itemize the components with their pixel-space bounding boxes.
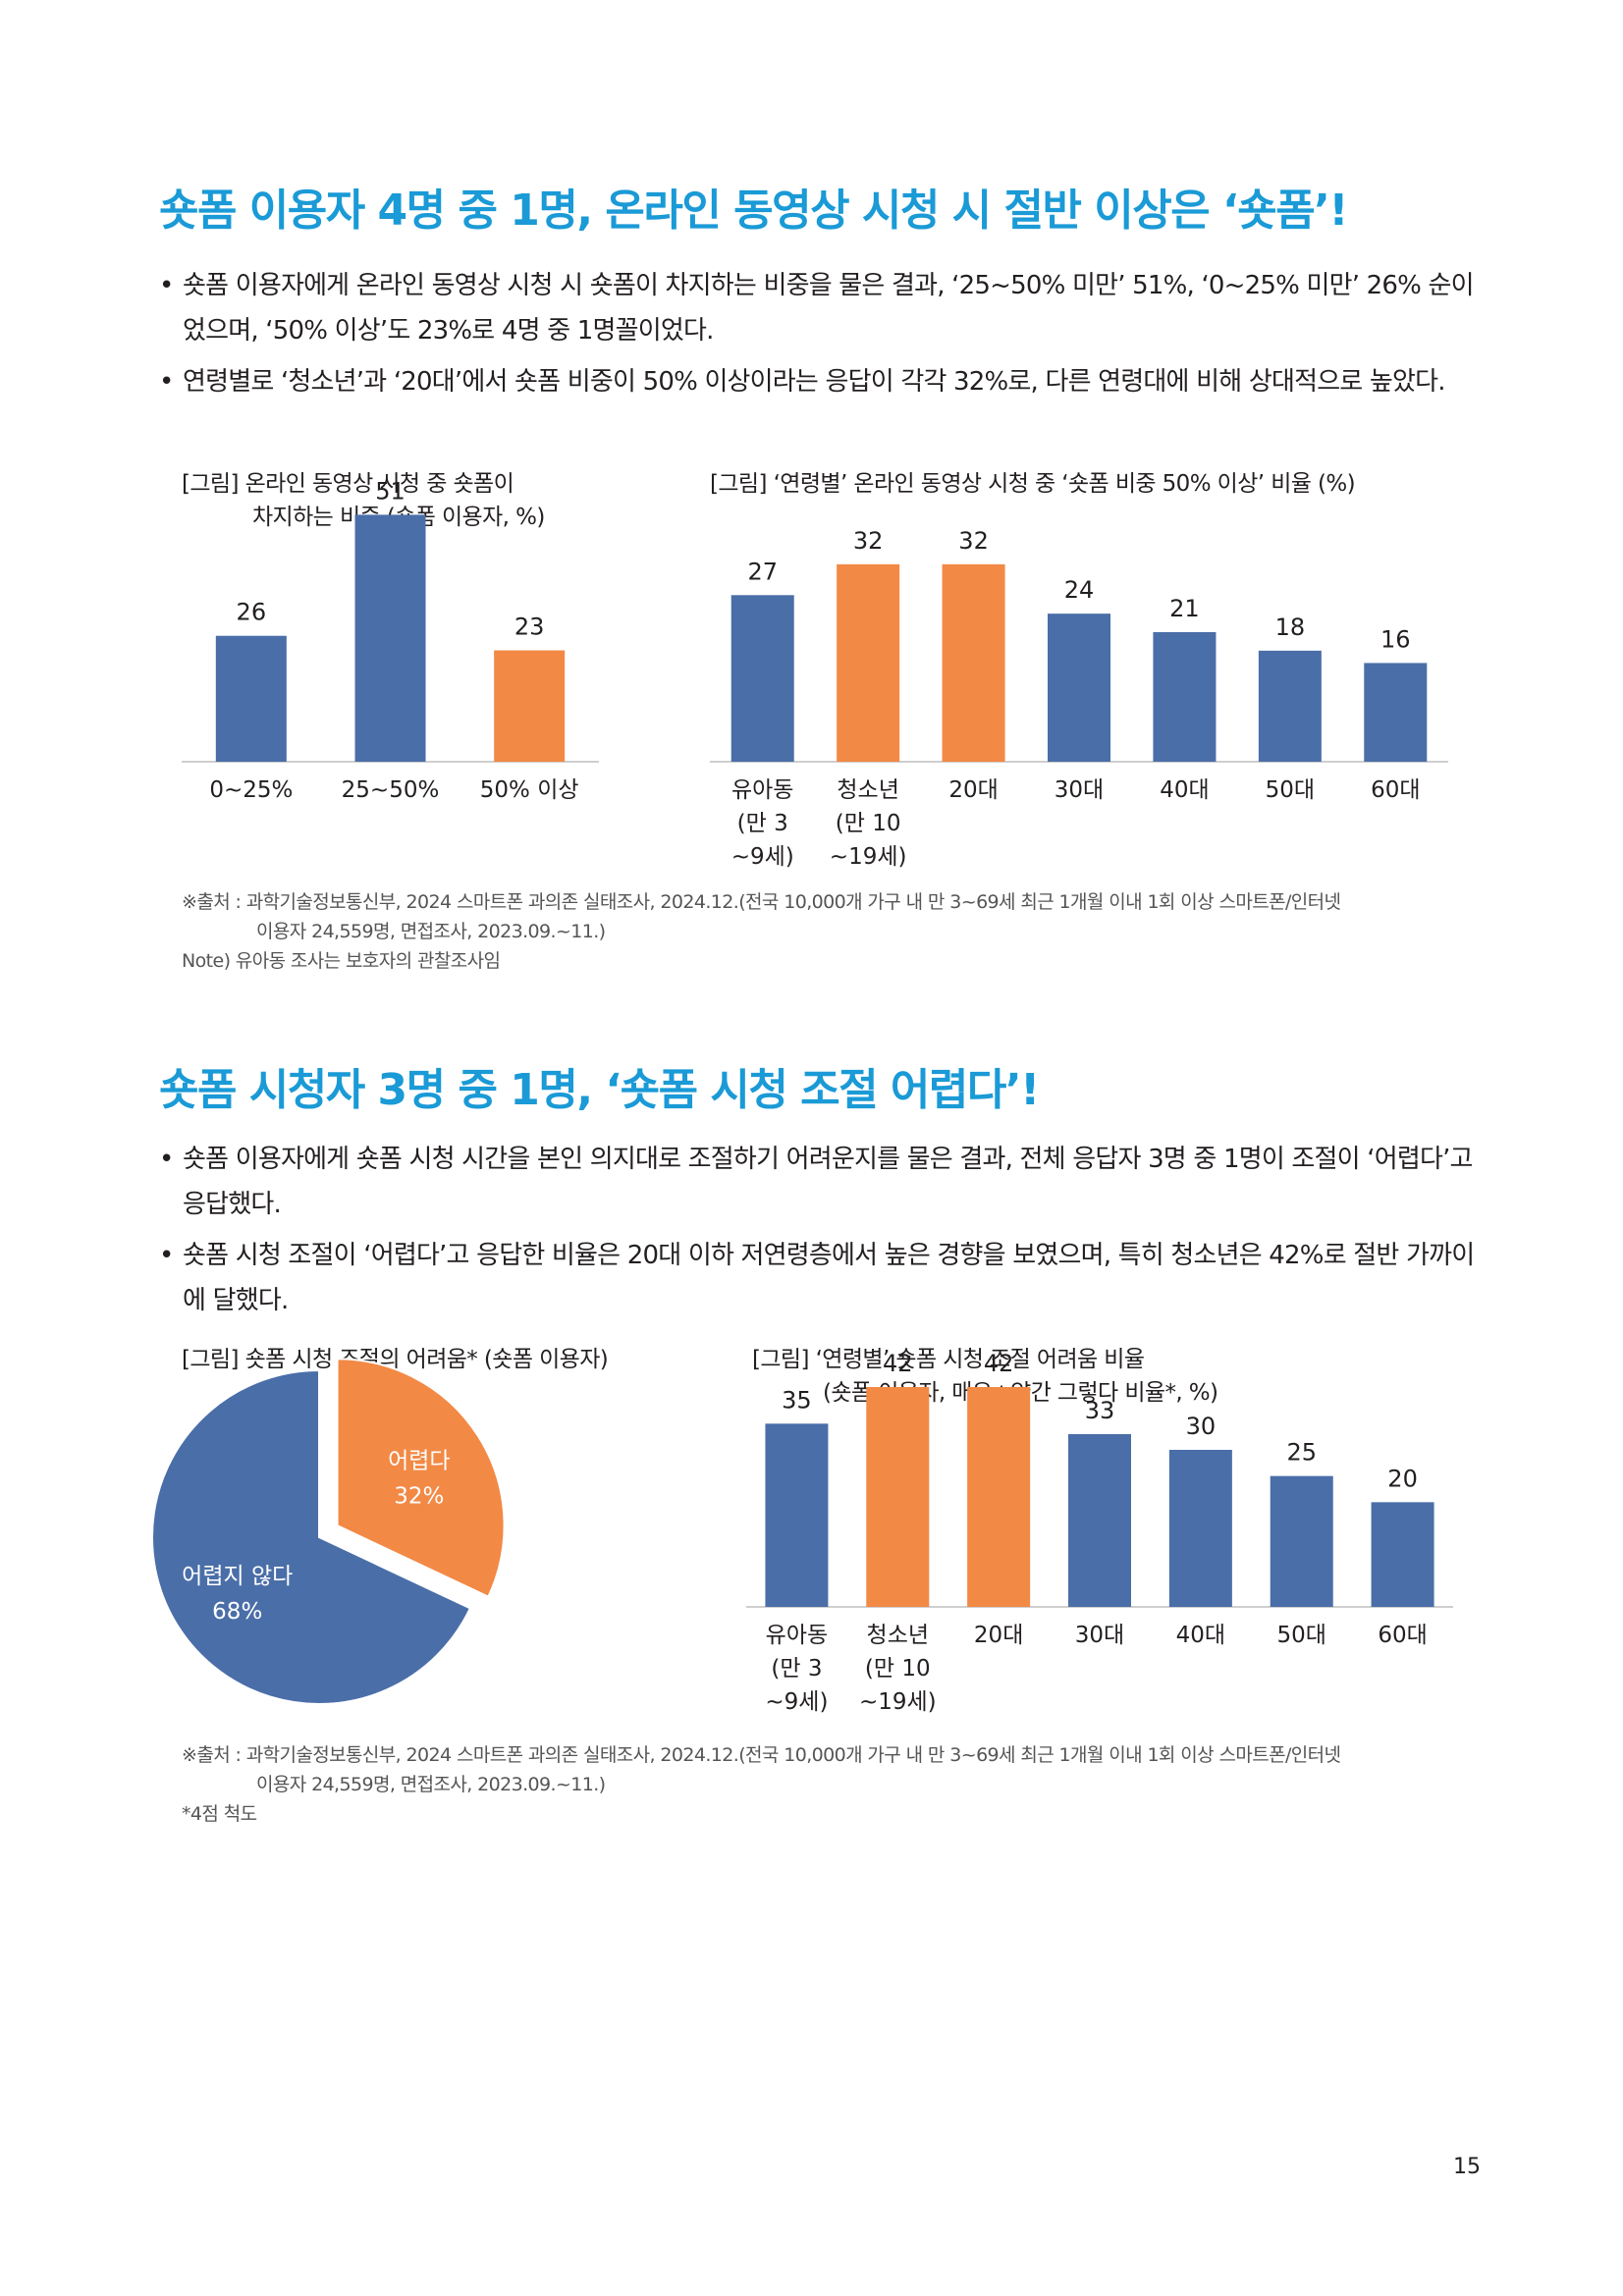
category-label: 청소년 bbox=[867, 1623, 929, 1648]
data-label: 32 bbox=[853, 527, 884, 555]
data-label: 23 bbox=[514, 614, 545, 641]
data-label: 32 bbox=[958, 527, 989, 555]
bar bbox=[837, 563, 900, 762]
category-label: 30대 bbox=[1055, 777, 1104, 803]
section2-source-line2: 이용자 24,559명, 면접조사, 2023.09.~11.) bbox=[256, 1774, 606, 1795]
section1-heading: 숏폼 이용자 4명 중 1명, 온라인 동영상 시청 시 절반 이상은 ‘숏폼’… bbox=[159, 186, 1348, 236]
section2-source-line1: ※출처 : 과학기술정보통신부, 2024 스마트폰 과의존 실태조사, 202… bbox=[182, 1744, 1341, 1766]
category-label: (만 10 bbox=[865, 1656, 931, 1682]
category-label: 20대 bbox=[948, 777, 998, 803]
section2-bullet-1: 숏폼 이용자에게 숏폼 시청 시간을 본인 의지대로 조절하기 어려운지를 물은… bbox=[159, 1137, 1485, 1227]
category-label: (만 3 bbox=[771, 1656, 822, 1682]
data-label: 33 bbox=[1085, 1397, 1115, 1424]
bar bbox=[942, 563, 1005, 762]
bar bbox=[215, 635, 287, 762]
category-label: 청소년 bbox=[837, 777, 898, 803]
category-label: (만 10 bbox=[836, 811, 901, 836]
bar bbox=[1371, 1502, 1434, 1607]
section1-source: ※출처 : 과학기술정보통신부, 2024 스마트폰 과의존 실태조사, 202… bbox=[182, 887, 1341, 976]
category-label: 유아동 bbox=[766, 1623, 828, 1648]
bar bbox=[1153, 632, 1217, 762]
data-label: 35 bbox=[782, 1386, 812, 1414]
category-label: ~19세) bbox=[859, 1689, 937, 1715]
data-label: 27 bbox=[747, 558, 778, 585]
chart1-caption-line1: [그림] 온라인 동영상 시청 중 숏폼이 bbox=[182, 471, 514, 497]
bar bbox=[1048, 614, 1110, 762]
section2-note: *4점 척도 bbox=[182, 1803, 257, 1825]
pie-slice-label: 어렵지 않다 bbox=[182, 1564, 293, 1589]
data-label: 21 bbox=[1169, 595, 1200, 622]
pie-slice bbox=[336, 1358, 506, 1598]
section1-bullets: 숏폼 이용자에게 온라인 동영상 시청 시 숏폼이 차지하는 비중을 물은 결과… bbox=[159, 263, 1485, 410]
bar bbox=[494, 650, 566, 762]
category-label: 50대 bbox=[1266, 777, 1315, 803]
pie-slice-label: 어렵다 bbox=[388, 1448, 450, 1473]
category-label: ~19세) bbox=[830, 844, 907, 870]
category-label: 0~25% bbox=[209, 777, 293, 803]
data-label: 16 bbox=[1380, 625, 1411, 653]
data-label: 42 bbox=[984, 1350, 1014, 1377]
bar bbox=[967, 1387, 1031, 1607]
bar bbox=[354, 514, 426, 762]
category-label: (만 3 bbox=[737, 811, 788, 836]
bar bbox=[1258, 650, 1322, 762]
category-label: 60대 bbox=[1378, 1623, 1427, 1648]
section1-source-line2: 이용자 24,559명, 면접조사, 2023.09.~11.) bbox=[256, 921, 606, 942]
category-label: 50대 bbox=[1276, 1623, 1325, 1648]
section1-bullet-1: 숏폼 이용자에게 온라인 동영상 시청 시 숏폼이 차지하는 비중을 물은 결과… bbox=[159, 263, 1485, 353]
data-label: 24 bbox=[1064, 576, 1095, 604]
data-label: 18 bbox=[1275, 614, 1306, 641]
category-label: 40대 bbox=[1160, 777, 1209, 803]
category-label: 20대 bbox=[974, 1623, 1023, 1648]
section2-source: ※출처 : 과학기술정보통신부, 2024 스마트폰 과의존 실태조사, 202… bbox=[182, 1740, 1341, 1829]
pie-slice bbox=[151, 1368, 472, 1705]
category-label: 40대 bbox=[1176, 1623, 1225, 1648]
bar bbox=[866, 1387, 930, 1607]
data-label: 51 bbox=[375, 477, 406, 505]
bar bbox=[1068, 1434, 1131, 1607]
bar bbox=[1364, 663, 1428, 762]
pie-slice-value: 32% bbox=[394, 1483, 444, 1509]
data-label: 42 bbox=[883, 1350, 913, 1377]
section2-bullets: 숏폼 이용자에게 숏폼 시청 시간을 본인 의지대로 조절하기 어려운지를 물은… bbox=[159, 1137, 1485, 1329]
page-number: 15 bbox=[1453, 2155, 1481, 2179]
section2-bullet-2: 숏폼 시청 조절이 ‘어렵다’고 응답한 비율은 20대 이하 저연령층에서 높… bbox=[159, 1233, 1485, 1323]
bar bbox=[730, 595, 794, 762]
section1-source-line1: ※출처 : 과학기술정보통신부, 2024 스마트폰 과의존 실태조사, 202… bbox=[182, 891, 1341, 913]
data-label: 26 bbox=[237, 599, 267, 626]
chart4-caption-line1: [그림] ‘연령별’ 숏폼 시청 조절 어려움 비율 bbox=[752, 1347, 1145, 1372]
category-label: 50% 이상 bbox=[480, 777, 579, 803]
data-label: 30 bbox=[1186, 1413, 1217, 1440]
category-label: 30대 bbox=[1075, 1623, 1124, 1648]
pie-slice-value: 68% bbox=[212, 1599, 262, 1625]
category-label: 유아동 bbox=[731, 777, 793, 803]
bar bbox=[1270, 1475, 1333, 1607]
category-label: 25~50% bbox=[342, 777, 440, 803]
bar bbox=[1168, 1450, 1232, 1607]
section1-note: Note) 유아동 조사는 보호자의 관찰조사임 bbox=[182, 950, 501, 972]
category-label: ~9세) bbox=[765, 1689, 828, 1715]
section1-bullet-2: 연령별로 ‘청소년’과 ‘20대’에서 숏폼 비중이 50% 이상이라는 응답이… bbox=[159, 359, 1485, 404]
section2-heading: 숏폼 시청자 3명 중 1명, ‘숏폼 시청 조절 어렵다’! bbox=[159, 1065, 1040, 1115]
bar bbox=[765, 1423, 829, 1607]
data-label: 20 bbox=[1387, 1465, 1418, 1492]
data-label: 25 bbox=[1286, 1439, 1317, 1467]
chart2-caption: [그림] ‘연령별’ 온라인 동영상 시청 중 ‘숏폼 비중 50% 이상’ 비… bbox=[710, 471, 1356, 497]
category-label: 60대 bbox=[1371, 777, 1420, 803]
category-label: ~9세) bbox=[731, 844, 794, 870]
